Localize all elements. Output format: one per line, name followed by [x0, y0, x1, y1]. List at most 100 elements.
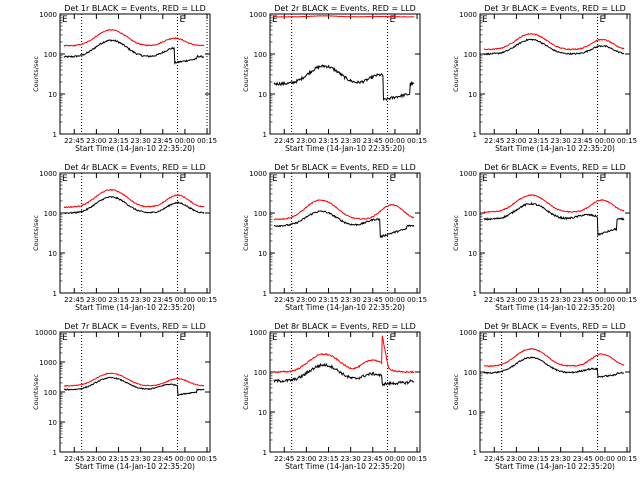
- plot-frame: [269, 13, 421, 135]
- x-tick-label: 23:15: [318, 455, 338, 463]
- x-tick-label: 23:30: [551, 455, 571, 463]
- y-tick-label: 100: [464, 369, 477, 377]
- x-tick-label: 23:15: [318, 296, 338, 304]
- x-tick-label: 00:15: [617, 137, 637, 145]
- y-tick-label: 1: [263, 449, 267, 457]
- series-line-events: [63, 39, 205, 65]
- event-marker-label: E: [600, 174, 606, 184]
- x-tick-label: 00:00: [385, 296, 405, 304]
- plot-frame: [479, 13, 631, 135]
- y-tick-label: 1000: [39, 170, 57, 178]
- x-tick-label: 00:00: [385, 455, 405, 463]
- detector-chart-2: Det 2r BLACK = Events, RED = LLD 1 10 100 10…: [242, 4, 427, 153]
- x-axis-label: Start Time (14-Jan-10 22:35:20): [285, 144, 405, 153]
- x-tick-label: 23:00: [86, 137, 106, 145]
- x-tick-label: 22:45: [274, 296, 294, 304]
- x-tick-label: 22:45: [64, 296, 84, 304]
- x-tick-label: 00:15: [407, 455, 427, 463]
- y-tick-label: 100: [44, 210, 57, 218]
- plot-frame: [59, 13, 211, 135]
- y-tick-label: 10: [468, 91, 477, 99]
- series-line-events: [483, 201, 625, 237]
- x-tick-label: 23:00: [506, 455, 526, 463]
- series-line-lld: [63, 188, 205, 209]
- x-tick-label: 23:15: [528, 296, 548, 304]
- x-axis-label: Start Time (14-Jan-10 22:35:20): [75, 303, 195, 312]
- y-tick-label: 1000: [459, 170, 477, 178]
- series-line-lld: [273, 15, 415, 18]
- series-line-lld: [273, 199, 415, 221]
- x-tick-label: 23:00: [86, 455, 106, 463]
- x-axis-label: Start Time (14-Jan-10 22:35:20): [495, 462, 615, 471]
- detector-chart-1: Det 1r BLACK = Events, RED = LLD 1 10 100 10…: [32, 4, 217, 153]
- x-tick-label: 23:15: [108, 137, 128, 145]
- x-tick-label: 22:45: [484, 137, 504, 145]
- x-tick-label: 22:45: [274, 137, 294, 145]
- detector-chart-5: Det 5r BLACK = Events, RED = LLD 1 10 100 10…: [242, 163, 427, 312]
- chart-title: Det 3r BLACK = Events, RED = LLD: [484, 4, 626, 13]
- detector-chart-6: Det 6r BLACK = Events, RED = LLD 1 10 100 10…: [452, 163, 637, 312]
- x-tick-label: 23:15: [108, 455, 128, 463]
- y-tick-label: 1: [473, 449, 477, 457]
- y-tick-label: 1: [263, 131, 267, 139]
- x-axis-label: Start Time (14-Jan-10 22:35:20): [285, 303, 405, 312]
- chart-title: Det 5r BLACK = Events, RED = LLD: [274, 163, 416, 172]
- x-tick-label: 00:00: [595, 455, 615, 463]
- event-marker-label: E: [180, 333, 186, 343]
- y-axis-label: Counts/sec: [242, 56, 250, 92]
- x-tick-label: 23:00: [506, 137, 526, 145]
- x-tick-label: 22:45: [64, 455, 84, 463]
- plot-frame: [269, 172, 421, 294]
- x-tick-label: 23:30: [551, 137, 571, 145]
- y-tick-label: 100: [464, 210, 477, 218]
- x-tick-label: 23:15: [318, 137, 338, 145]
- y-tick-label: 10: [258, 250, 267, 258]
- y-tick-label: 1: [53, 290, 57, 298]
- x-tick-label: 00:15: [197, 455, 217, 463]
- y-tick-label: 100: [44, 389, 57, 397]
- x-tick-label: 00:15: [197, 137, 217, 145]
- detector-chart-7: Det 7r BLACK = Events, RED = LLD 1 10 100 10…: [32, 322, 217, 471]
- x-tick-label: 23:00: [86, 296, 106, 304]
- y-tick-label: 10: [48, 419, 57, 427]
- corner-label: E: [62, 174, 68, 184]
- event-marker-label: E: [600, 333, 606, 343]
- series-line-lld: [63, 28, 205, 47]
- x-tick-label: 23:00: [296, 296, 316, 304]
- series-line-events: [483, 38, 625, 56]
- event-marker-label: E: [390, 333, 396, 343]
- corner-label: E: [272, 333, 278, 343]
- y-axis-label: Counts/sec: [32, 215, 40, 251]
- x-tick-label: 00:15: [197, 296, 217, 304]
- x-tick-label: 23:00: [296, 455, 316, 463]
- event-marker-label: E: [600, 15, 606, 25]
- y-tick-label: 1000: [249, 170, 267, 178]
- y-axis-label: Counts/sec: [242, 374, 250, 410]
- chart-title: Det 6r BLACK = Events, RED = LLD: [484, 163, 626, 172]
- x-axis-label: Start Time (14-Jan-10 22:35:20): [495, 144, 615, 153]
- y-axis-label: Counts/sec: [32, 374, 40, 410]
- y-tick-label: 100: [464, 51, 477, 59]
- x-tick-label: 00:00: [595, 296, 615, 304]
- x-tick-label: 22:45: [484, 455, 504, 463]
- y-tick-label: 1: [473, 290, 477, 298]
- y-tick-label: 1000: [39, 11, 57, 19]
- y-tick-label: 100: [254, 369, 267, 377]
- x-tick-label: 22:45: [64, 137, 84, 145]
- series-line-lld: [483, 194, 625, 214]
- y-axis-label: Counts/sec: [452, 374, 460, 410]
- series-line-lld: [63, 372, 205, 387]
- x-tick-label: 23:45: [153, 137, 173, 145]
- x-tick-label: 23:00: [296, 137, 316, 145]
- series-line-events: [63, 196, 205, 215]
- series-line-events: [273, 64, 415, 102]
- x-tick-label: 00:00: [175, 137, 195, 145]
- x-tick-label: 23:45: [573, 296, 593, 304]
- corner-label: E: [482, 333, 488, 343]
- x-tick-label: 23:15: [528, 137, 548, 145]
- y-tick-label: 1: [53, 449, 57, 457]
- x-tick-label: 23:45: [363, 455, 383, 463]
- series-line-lld: [483, 32, 625, 51]
- plot-frame: [59, 172, 211, 294]
